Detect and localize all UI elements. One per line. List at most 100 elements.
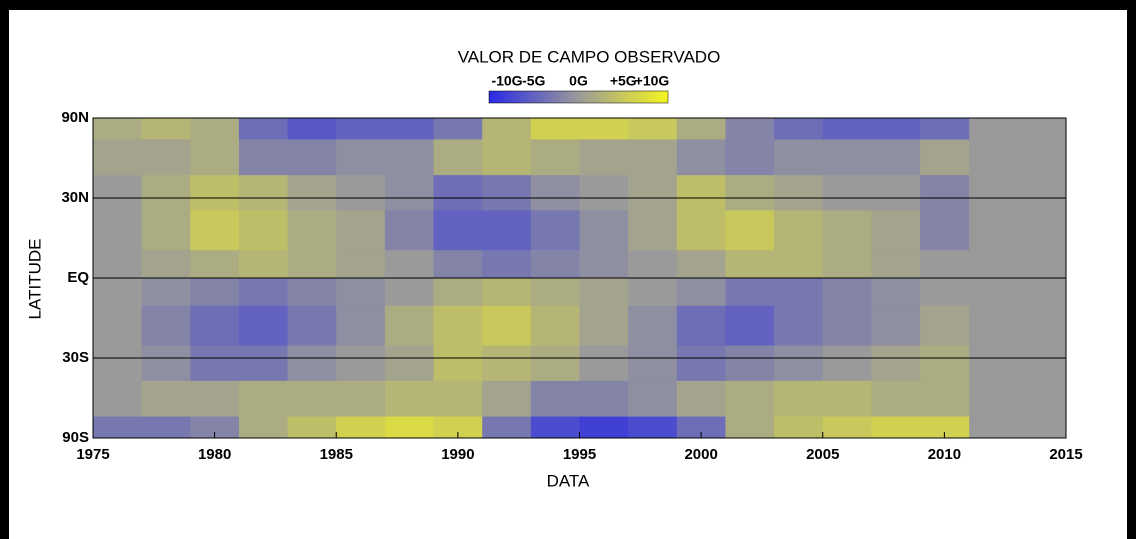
heatmap-cell	[238, 380, 289, 418]
heatmap-cell	[920, 118, 970, 140]
heatmap-cell	[676, 250, 726, 279]
heatmap-cell	[433, 278, 483, 307]
heatmap-cell	[238, 210, 289, 251]
heatmap-cell	[530, 250, 580, 279]
heatmap-cell	[628, 305, 678, 347]
colorbar-label: 0G	[569, 73, 588, 89]
heatmap-cell	[579, 380, 629, 418]
heatmap-cell	[871, 250, 921, 279]
heatmap-cell	[530, 175, 580, 211]
x-tick-label: 1980	[198, 446, 231, 463]
heatmap-cell	[871, 139, 921, 176]
heatmap-cell	[384, 118, 435, 140]
heatmap-cell	[336, 380, 386, 418]
heatmap-cell	[190, 250, 240, 279]
heatmap-cell	[287, 380, 337, 418]
heatmap-cell	[871, 210, 921, 251]
x-tick-label: 1975	[76, 446, 109, 463]
heatmap-cell	[920, 250, 970, 279]
heatmap-cell	[336, 278, 386, 307]
heatmap-cell	[628, 380, 678, 418]
y-tick-label: EQ	[67, 269, 89, 286]
heatmap-cell	[93, 210, 143, 251]
colorbar-label: +10G	[635, 73, 670, 89]
heatmap-cell	[822, 278, 872, 307]
heatmap-cell	[725, 345, 775, 382]
heatmap-cell	[93, 118, 143, 140]
heatmap-cell	[822, 118, 872, 140]
heatmap-cell	[433, 118, 483, 140]
x-tick-label: 2010	[928, 446, 961, 463]
heatmap-cell	[238, 345, 289, 382]
heatmap-cell	[141, 118, 191, 140]
heatmap-cell	[774, 175, 824, 211]
heatmap-cell	[141, 139, 191, 176]
heatmap-cell	[433, 345, 483, 382]
heatmap-cell	[774, 210, 824, 251]
heatmap-cell	[676, 345, 726, 382]
heatmap-cell	[920, 380, 970, 418]
heatmap-cell	[822, 305, 872, 347]
heatmap-cell	[384, 278, 435, 307]
heatmap-cell	[433, 305, 483, 347]
heatmap-cell	[920, 175, 970, 211]
heatmap-cell	[384, 250, 435, 279]
heatmap-cell	[482, 345, 532, 382]
x-tick-label: 1985	[320, 446, 353, 463]
heatmap-cell	[482, 175, 532, 211]
heatmap-cell	[238, 118, 289, 140]
heatmap-cell	[190, 278, 240, 307]
heatmap-cell	[774, 345, 824, 382]
heatmap-cell	[628, 139, 678, 176]
heatmap-cell	[287, 139, 337, 176]
heatmap-cell	[725, 250, 775, 279]
heatmap-cell	[676, 175, 726, 211]
heatmap-cell	[287, 210, 337, 251]
heatmap-cell	[530, 305, 580, 347]
heatmap-cell	[725, 305, 775, 347]
heatmap-cell	[336, 416, 386, 439]
heatmap-cell	[433, 416, 483, 439]
heatmap-cell	[676, 139, 726, 176]
heatmap-cell	[920, 139, 970, 176]
heatmap-cell	[530, 380, 580, 418]
heatmap-cell	[433, 250, 483, 279]
y-tick-label: 90N	[61, 109, 89, 126]
heatmap-cell	[774, 380, 824, 418]
heatmap-cell	[920, 210, 970, 251]
heatmap-cell	[579, 416, 629, 439]
heatmap-cell	[725, 118, 775, 140]
heatmap-cell	[93, 345, 143, 382]
heatmap-cell	[190, 416, 240, 439]
heatmap-cell	[579, 175, 629, 211]
heatmap-cell	[190, 175, 240, 211]
heatmap-cell	[433, 380, 483, 418]
heatmap-cell	[336, 250, 386, 279]
heatmap-cell	[433, 175, 483, 211]
heatmap-cell	[579, 305, 629, 347]
frame-left	[0, 0, 9, 539]
heatmap-cell	[141, 416, 191, 439]
heatmap-cell	[822, 175, 872, 211]
heatmap-cell	[676, 210, 726, 251]
heatmap-cell	[482, 139, 532, 176]
frame-right	[1127, 0, 1136, 539]
heatmap-cell	[93, 305, 143, 347]
heatmap-cell	[384, 139, 435, 176]
heatmap-cell	[384, 380, 435, 418]
heatmap-cell	[482, 278, 532, 307]
heatmap-cell	[822, 380, 872, 418]
heatmap-cell	[482, 250, 532, 279]
chart-title: VALOR DE CAMPO OBSERVADO	[458, 47, 721, 66]
heatmap-cell	[822, 210, 872, 251]
heatmap-cell	[628, 345, 678, 382]
heatmap-cell	[287, 416, 337, 439]
heatmap-cell	[579, 278, 629, 307]
heatmap-cell	[190, 305, 240, 347]
heatmap-cell	[676, 305, 726, 347]
heatmap-cell	[920, 345, 970, 382]
y-tick-label: 30N	[61, 189, 89, 206]
heatmap-cell	[190, 345, 240, 382]
